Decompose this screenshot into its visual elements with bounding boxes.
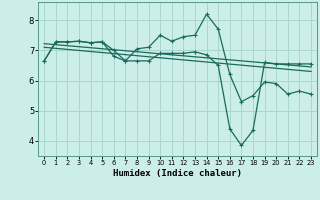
X-axis label: Humidex (Indice chaleur): Humidex (Indice chaleur) [113,169,242,178]
